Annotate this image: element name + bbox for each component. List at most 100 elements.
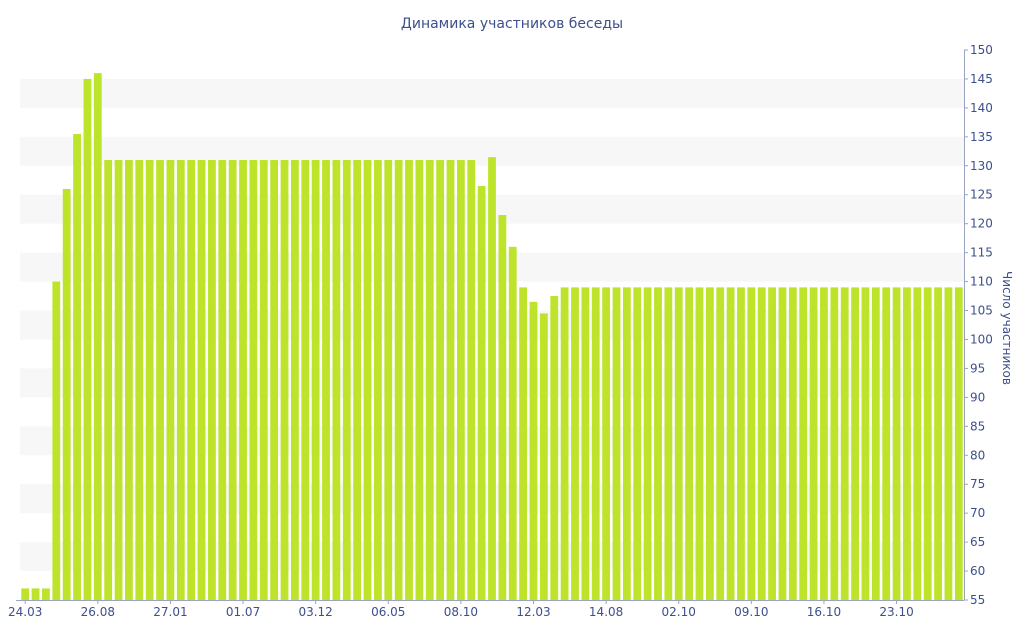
bar: [788, 287, 797, 600]
y-tick-label: 140: [970, 101, 993, 115]
bar: [156, 160, 164, 600]
y-axis: 55 60 65 70 75 80 85 90 95 100 105 110 115 120 125 130 1…: [964, 43, 993, 607]
bar: [591, 287, 600, 600]
y-tick-label: 80: [970, 448, 985, 462]
bar: [218, 160, 227, 600]
bar: [830, 287, 839, 600]
bar: [145, 160, 154, 600]
bar: [954, 287, 963, 600]
y-tick-label: 70: [970, 506, 985, 520]
y-tick-label: 65: [970, 535, 985, 549]
bar: [93, 73, 102, 600]
bar: [332, 160, 341, 600]
bar: [602, 287, 610, 600]
x-tick-label: 03.12: [298, 605, 332, 619]
y-tick-label: 120: [970, 217, 993, 231]
bar: [581, 287, 590, 600]
y-tick-label: 130: [970, 159, 993, 173]
bar: [249, 160, 258, 600]
bar: [363, 160, 372, 600]
bar: [612, 287, 621, 600]
bar: [31, 588, 40, 600]
y-tick-label: 125: [970, 188, 993, 202]
bar: [259, 160, 268, 600]
bar: [42, 588, 50, 600]
bar: [809, 287, 818, 600]
bar: [415, 160, 424, 600]
bar: [446, 160, 455, 600]
bar: [291, 160, 299, 600]
bar: [477, 186, 486, 601]
bar: [820, 287, 828, 600]
bar: [768, 287, 776, 600]
bar: [353, 160, 362, 600]
x-tick-label: 23.10: [879, 605, 913, 619]
bar: [270, 160, 279, 600]
bar: [405, 160, 413, 600]
bar: [394, 160, 403, 600]
bars-group: [21, 73, 963, 601]
bar: [716, 287, 725, 600]
bar: [695, 287, 704, 600]
bar: [550, 296, 559, 600]
bar: [851, 287, 859, 600]
bar: [21, 588, 30, 600]
bar: [135, 160, 144, 600]
bar: [633, 287, 642, 600]
bar: [539, 313, 548, 600]
bar: [197, 160, 206, 600]
bar: [747, 287, 756, 600]
bar: [62, 188, 71, 600]
y-tick-label: 100: [970, 332, 993, 346]
y-tick-label: 150: [970, 43, 993, 57]
bar: [311, 160, 320, 600]
bar: [674, 287, 683, 600]
bar: [239, 160, 247, 600]
bar: [913, 287, 922, 600]
bar: [643, 287, 652, 600]
bar: [571, 287, 579, 600]
x-tick-label: 08.10: [444, 605, 478, 619]
bar: [104, 160, 113, 600]
bar: [436, 160, 445, 600]
bar: [871, 287, 880, 600]
bar: [903, 287, 911, 600]
bar: [322, 160, 330, 600]
y-tick-label: 110: [970, 275, 993, 289]
bar: [882, 287, 891, 600]
x-axis: 24.03 26.08 27.01 01.07 03.12 06.05 08.10 12.03…: [8, 600, 964, 619]
bar: [114, 160, 123, 600]
y-tick-label: 95: [970, 361, 985, 375]
bar: [425, 160, 434, 600]
bar: [228, 160, 237, 600]
bar: [685, 287, 693, 600]
bar: [560, 287, 569, 600]
y-tick-label: 55: [970, 593, 985, 607]
bar: [892, 287, 901, 600]
bar: [664, 287, 673, 600]
x-tick-label: 12.03: [516, 605, 550, 619]
bar: [456, 160, 465, 600]
bar: [187, 160, 196, 600]
x-tick-label: 06.05: [371, 605, 405, 619]
bar: [529, 301, 538, 600]
bar: [737, 287, 745, 600]
y-tick-label: 145: [970, 72, 993, 86]
bar: [726, 287, 735, 600]
bar: [934, 287, 942, 600]
y-tick-label: 60: [970, 564, 985, 578]
y-tick-label: 135: [970, 130, 993, 144]
x-tick-label: 09.10: [734, 605, 768, 619]
y-tick-label: 90: [970, 390, 985, 404]
x-tick-label: 02.10: [662, 605, 696, 619]
bar: [923, 287, 932, 600]
x-tick-label: 24.03: [8, 605, 42, 619]
bar: [519, 287, 528, 600]
bar: [125, 160, 133, 600]
y-tick-label: 115: [970, 246, 993, 260]
bar: [374, 160, 382, 600]
bar: [778, 287, 787, 600]
bar: [799, 287, 808, 600]
bar: [166, 160, 175, 600]
